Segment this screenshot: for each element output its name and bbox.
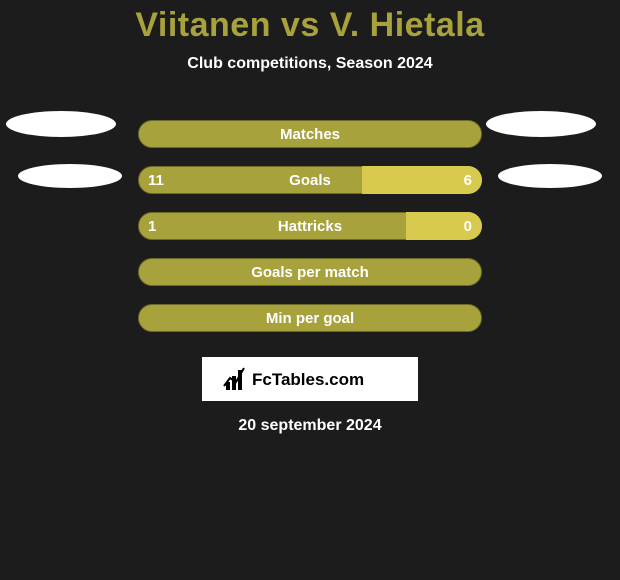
stat-bar: 11 Goals 6 bbox=[138, 166, 482, 194]
stat-row-goals: 11 Goals 6 bbox=[0, 157, 620, 203]
stat-row-goals-per-match: Goals per match bbox=[0, 249, 620, 295]
stat-left-value: 11 bbox=[148, 172, 164, 189]
page-subtitle: Club competitions, Season 2024 bbox=[0, 55, 620, 73]
stat-bar: Min per goal bbox=[138, 304, 482, 332]
stat-bar: 1 Hattricks 0 bbox=[138, 212, 482, 240]
stat-bar: Matches bbox=[138, 120, 482, 148]
stat-bar: Goals per match bbox=[138, 258, 482, 286]
stat-row-min-per-goal: Min per goal bbox=[0, 295, 620, 341]
stat-label: Goals bbox=[289, 172, 331, 189]
stat-label: Min per goal bbox=[266, 310, 354, 327]
stat-left-value: 1 bbox=[148, 218, 156, 235]
fctables-logo: FcTables.com bbox=[202, 357, 418, 401]
stat-right-value: 6 bbox=[464, 172, 472, 189]
page-title: Viitanen vs V. Hietala bbox=[0, 0, 620, 45]
stat-label: Matches bbox=[280, 126, 340, 143]
logo-icon: FcTables.com bbox=[220, 364, 400, 394]
stat-row-matches: Matches bbox=[0, 111, 620, 157]
comparison-chart: Matches 11 Goals 6 1 Hattricks 0 Goals p… bbox=[0, 111, 620, 341]
stat-label: Goals per match bbox=[251, 264, 369, 281]
stat-label: Hattricks bbox=[278, 218, 342, 235]
stat-row-hattricks: 1 Hattricks 0 bbox=[0, 203, 620, 249]
stat-right-value: 0 bbox=[464, 218, 472, 235]
date-text: 20 september 2024 bbox=[0, 417, 620, 435]
logo-text: FcTables.com bbox=[252, 370, 364, 389]
